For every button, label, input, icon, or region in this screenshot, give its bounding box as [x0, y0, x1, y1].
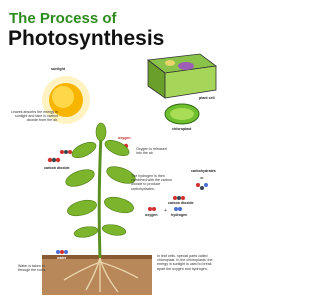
page: = + The Process of Photosynthesis sunlig…	[8, 10, 218, 295]
oxygen-label: oxygen	[145, 213, 158, 217]
soil	[42, 255, 152, 295]
carbon-dioxide-label: carbon dioxide	[44, 166, 70, 170]
water-note: Water is taken in through the roots.	[18, 264, 47, 273]
svg-text:=: =	[200, 176, 204, 182]
svg-text:+: +	[164, 208, 167, 214]
hydrogen-label: hydrogen	[171, 213, 188, 217]
title-line2: Photosynthesis	[8, 27, 165, 50]
plant-cell	[146, 53, 218, 99]
illustration: = +	[42, 53, 218, 295]
carbohydrates-label: carbohydrates	[191, 169, 216, 173]
molecules: = +	[47, 143, 208, 254]
leaves-note: Leaves absorbs the energy in sunlight an…	[10, 110, 58, 123]
oxygen-note: Oxygen is released into the air.	[136, 147, 167, 156]
chloroplast-label: chloroplast	[172, 127, 192, 131]
water-label: water	[57, 256, 67, 260]
sunlight-label: sunlight	[51, 67, 65, 71]
plant-cell-label: plant cell	[199, 96, 215, 100]
roots	[63, 257, 139, 293]
hydrogen-note: The hydrogen is then combined with the c…	[131, 174, 172, 191]
carbon-dioxide-label: carbon dioxide	[168, 201, 194, 205]
chloroplast-icon	[164, 103, 200, 125]
sun	[42, 76, 90, 124]
plant	[65, 122, 136, 259]
oxygen-label: oxygen	[118, 136, 131, 140]
chloroplast-note: In leaf cells, special parts called chlo…	[157, 254, 213, 271]
title-line1: The Process of	[9, 10, 117, 27]
